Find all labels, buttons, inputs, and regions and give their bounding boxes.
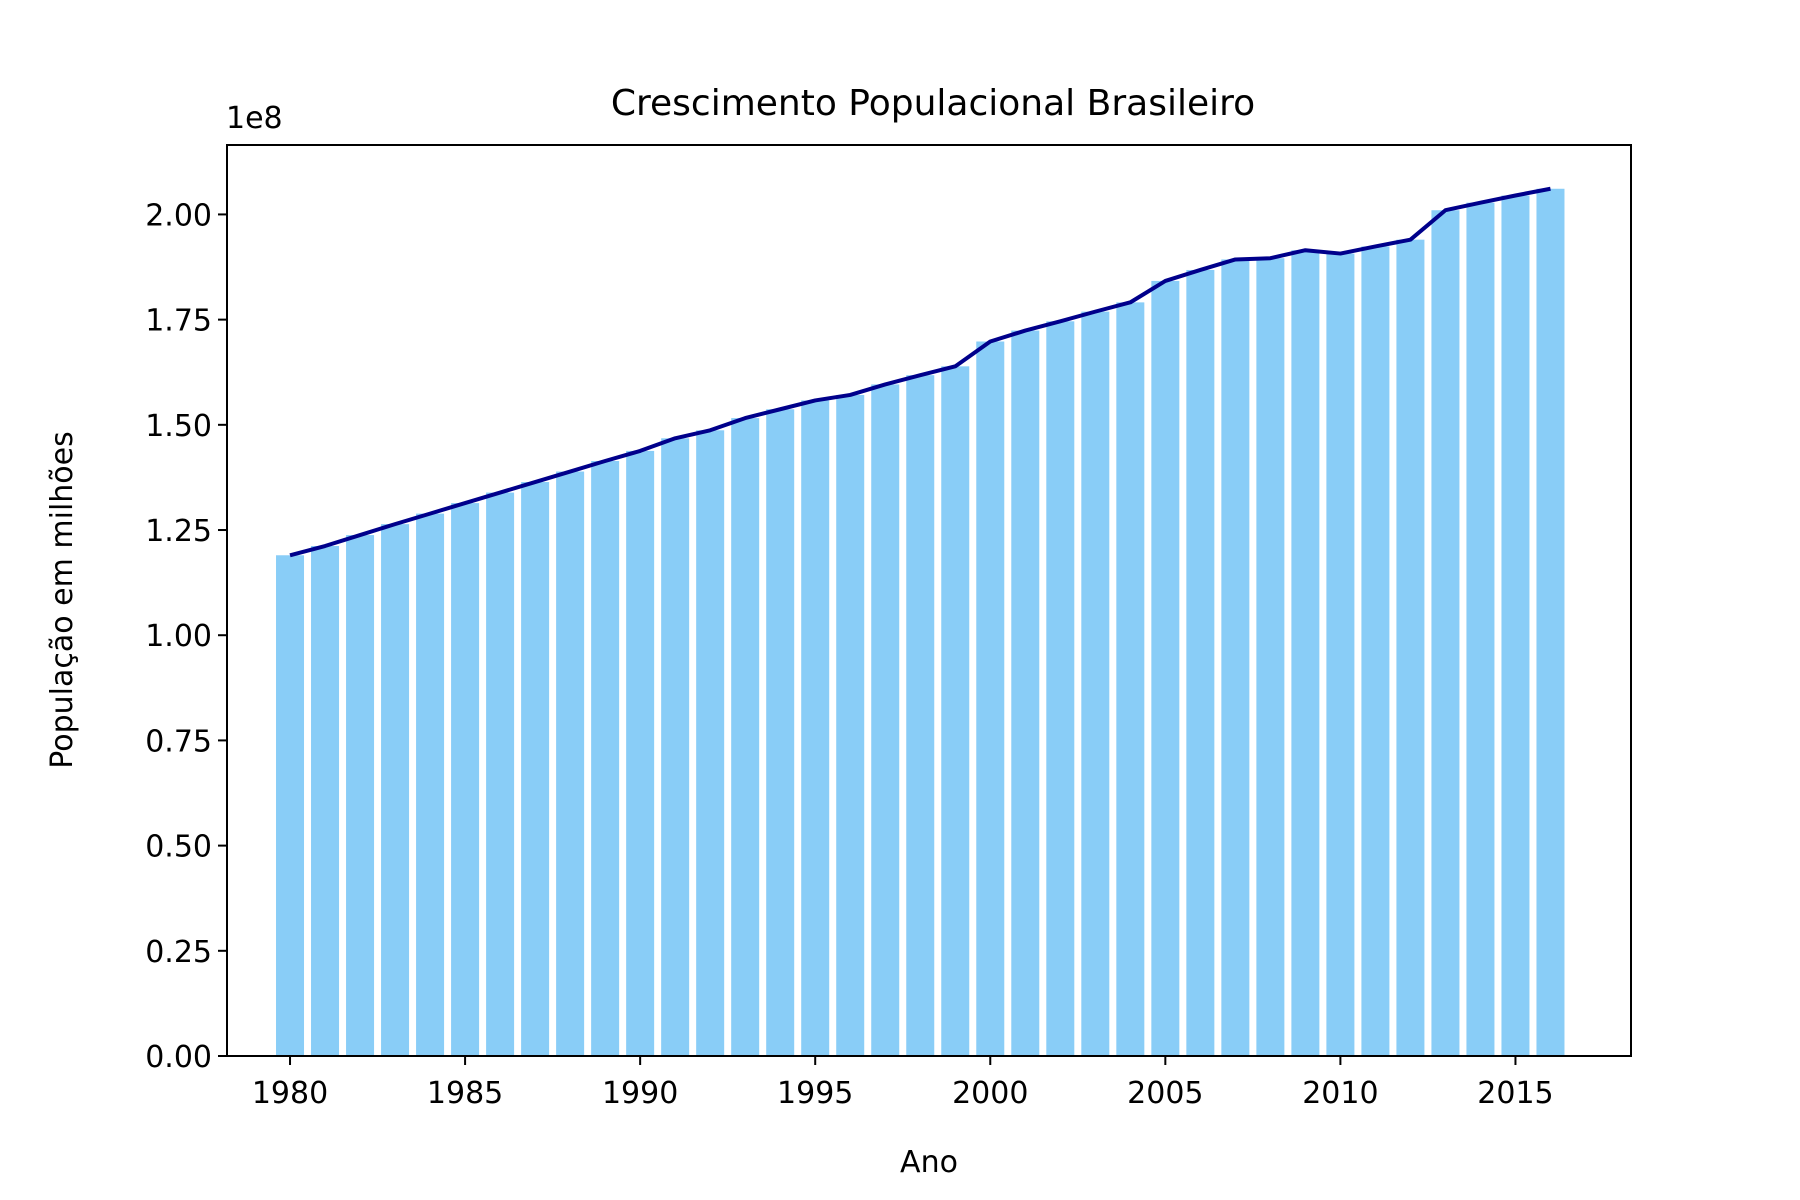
x-tick-label: 1990 [602, 1076, 678, 1111]
y-tick-label: 0.25 [145, 935, 212, 970]
bar-2011 [1361, 246, 1390, 1056]
bar-2009 [1291, 250, 1320, 1057]
bar-1998 [906, 375, 935, 1056]
y-tick-label: 1.00 [145, 619, 212, 654]
bar-1984 [416, 513, 445, 1056]
bar-1999 [941, 366, 970, 1057]
bar-2016 [1536, 188, 1565, 1056]
bar-1989 [591, 461, 620, 1056]
bar-1981 [311, 546, 340, 1056]
x-tick-label: 2000 [952, 1076, 1028, 1111]
bar-1995 [801, 400, 830, 1056]
y-tick-label: 0.50 [145, 830, 212, 865]
bar-2002 [1046, 321, 1075, 1056]
bar-2003 [1081, 311, 1110, 1056]
bar-1992 [696, 430, 725, 1057]
y-tick-label: 0.00 [145, 1040, 212, 1075]
bar-1991 [661, 438, 690, 1056]
bar-1985 [451, 503, 480, 1056]
line-group [289, 186, 1551, 558]
bar-2001 [1011, 330, 1040, 1056]
y-axis-label: População em milhões [45, 431, 80, 769]
bar-1982 [346, 535, 375, 1056]
bar-2005 [1151, 280, 1180, 1056]
bar-1986 [486, 492, 515, 1056]
bar-1980 [276, 555, 305, 1056]
bar-2012 [1396, 239, 1425, 1056]
bar-2000 [976, 341, 1005, 1056]
bar-2015 [1501, 195, 1530, 1056]
x-tick-label: 1985 [427, 1076, 503, 1111]
plot-frame [226, 144, 1632, 1057]
bar-2014 [1466, 202, 1495, 1056]
bar-1990 [626, 450, 655, 1056]
population-line [289, 186, 1551, 558]
bar-1988 [556, 471, 585, 1057]
bar-1997 [871, 384, 900, 1057]
x-tick-label: 2010 [1302, 1076, 1378, 1111]
bar-2007 [1221, 259, 1250, 1056]
bar-2010 [1326, 253, 1355, 1056]
bar-1987 [521, 482, 550, 1056]
bar-2006 [1186, 269, 1215, 1056]
chart-title: Crescimento Populacional Brasileiro [611, 83, 1255, 124]
y-tick-label: 0.75 [145, 724, 212, 759]
x-axis-label: Ano [900, 1145, 958, 1180]
x-tick-label: 2015 [1477, 1076, 1553, 1111]
x-tick-label: 1980 [252, 1076, 328, 1111]
y-axis: 0.00 0.25 0.50 0.75 1.00 1.25 1.50 1.75 2.00 [145, 198, 227, 1075]
y-tick-label: 2.00 [145, 198, 212, 233]
y-tick-label: 1.75 [145, 304, 212, 339]
bar-1993 [731, 418, 760, 1056]
y-offset-label: 1e8 [226, 101, 283, 136]
bar-1983 [381, 524, 410, 1056]
y-tick-label: 1.50 [145, 409, 212, 444]
bar-group [276, 188, 1565, 1057]
bar-1994 [766, 409, 795, 1056]
bar-2013 [1431, 210, 1460, 1057]
x-tick-label: 1995 [777, 1076, 853, 1111]
bar-2008 [1256, 258, 1285, 1056]
x-axis: 1980 1985 1990 1995 2000 2005 2010 2015 [252, 1056, 1554, 1111]
x-tick-label: 2005 [1127, 1076, 1203, 1111]
y-tick-label: 1.25 [145, 514, 212, 549]
bar-1996 [836, 394, 865, 1056]
bar-2004 [1116, 302, 1145, 1056]
